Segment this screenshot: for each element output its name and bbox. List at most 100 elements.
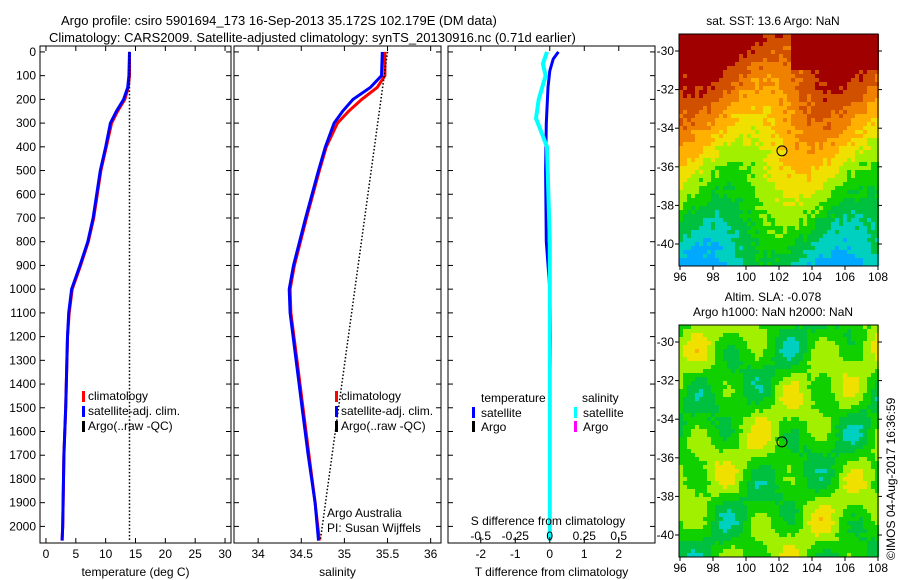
map-cell [707,126,711,130]
map-cell [703,214,707,218]
map-cell [855,138,859,142]
map-cell [791,214,795,218]
map-cell [827,242,831,246]
map-cell [763,353,767,357]
map-cell [811,154,815,158]
map-cell [711,106,715,110]
map-cell [711,154,715,158]
map-cell [687,453,691,457]
map-cell [715,150,719,154]
map-cell [755,150,759,154]
map-cell [759,58,763,62]
map-cell [775,122,779,126]
map-cell [743,142,747,146]
map-cell [851,377,855,381]
map-cell [799,373,803,377]
map-cell [803,198,807,202]
map-cell [691,365,695,369]
map-cell [775,250,779,254]
map-cell [731,413,735,417]
map-cell [727,122,731,126]
map-cell [871,425,875,429]
map-cell [811,329,815,333]
map-cell [755,238,759,242]
map-cell [787,210,791,214]
map-cell [795,62,799,66]
map-cell [827,174,831,178]
map-cell [695,409,699,413]
map-cell [767,449,771,453]
map-cell [683,377,687,381]
map-cell [715,238,719,242]
map-cell [747,337,751,341]
map-cell [803,70,807,74]
map-cell [767,397,771,401]
map-cell [727,250,731,254]
map-cell [747,353,751,357]
map-cell [755,34,759,38]
map-cell [735,34,739,38]
map-cell [819,34,823,38]
map-cell [851,86,855,90]
map-cell [755,345,759,349]
map-cell [707,333,711,337]
map-cell [751,238,755,242]
map-cell [815,461,819,465]
map-cell [847,397,851,401]
map-cell [747,254,751,258]
map-cell [687,401,691,405]
map-cell [755,421,759,425]
map-cell [743,130,747,134]
map-cell [691,154,695,158]
map-cell [759,38,763,42]
map-cell [807,98,811,102]
map-cell [791,122,795,126]
map-cell [779,102,783,106]
map-cell [723,369,727,373]
map-cell [795,345,799,349]
map-cell [691,445,695,449]
map-cell [711,441,715,445]
map-cell [735,433,739,437]
map-cell [855,389,859,393]
map-cell [715,226,719,230]
map-cell [835,409,839,413]
map-cell [755,118,759,122]
map-cell [791,190,795,194]
map-cell [803,114,807,118]
map-cell [859,114,863,118]
map-cell [851,417,855,421]
map-cell [863,114,867,118]
map-cell [799,150,803,154]
map-cell [867,82,871,86]
map-cell [859,210,863,214]
map-cell [707,246,711,250]
map-cell [683,441,687,445]
map-cell [743,42,747,46]
map-cell [679,34,683,38]
map-cell [763,162,767,166]
map-cell [711,210,715,214]
map-cell [799,54,803,58]
map-cell [747,421,751,425]
map-cell [679,397,683,401]
map-cell [811,90,815,94]
map-cell [715,449,719,453]
map-cell [683,369,687,373]
map-cell [871,74,875,78]
map-cell [791,333,795,337]
map-cell [739,258,743,262]
map-cell [699,214,703,218]
map-cell [831,214,835,218]
map-cell [855,461,859,465]
map-cell [767,138,771,142]
map-cell [723,98,727,102]
map-cell [723,349,727,353]
map-cell [775,158,779,162]
map-cell [863,254,867,258]
map-cell [819,70,823,74]
map-cell [727,34,731,38]
map-cell [727,385,731,389]
map-cell [823,82,827,86]
map-cell [783,441,787,445]
